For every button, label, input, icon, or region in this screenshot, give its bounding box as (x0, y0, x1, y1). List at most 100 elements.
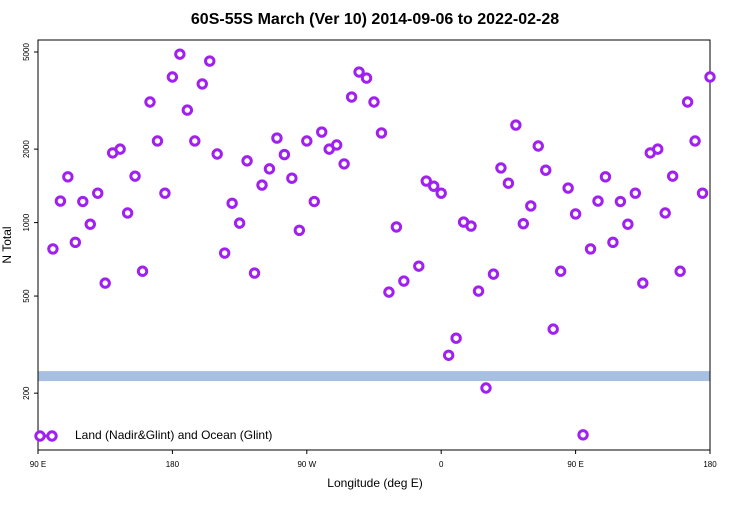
point (271, 132, 283, 144)
point (674, 265, 686, 277)
point (607, 236, 619, 249)
point (629, 187, 642, 199)
y-tick-label: 2000 (22, 140, 31, 158)
point (435, 187, 447, 199)
x-tick-label: 180 (703, 460, 717, 469)
point (398, 275, 410, 287)
point (233, 217, 246, 229)
point (510, 119, 522, 131)
point (62, 171, 74, 183)
point (428, 180, 440, 192)
point (659, 207, 671, 219)
point (495, 162, 507, 174)
point (442, 349, 455, 361)
point (301, 135, 313, 147)
point (54, 195, 67, 207)
point (622, 218, 634, 230)
point (174, 48, 186, 60)
point (614, 195, 627, 208)
point (562, 182, 574, 194)
point (472, 285, 485, 297)
point (263, 163, 276, 175)
point (330, 139, 343, 151)
point (547, 323, 559, 335)
point (99, 277, 111, 289)
point (248, 267, 261, 279)
point (345, 91, 358, 103)
point (241, 155, 253, 167)
point (278, 148, 291, 161)
x-tick-label: 90 E (567, 460, 583, 469)
point (637, 277, 649, 289)
point (599, 171, 612, 183)
x-tick-label: 180 (166, 460, 180, 469)
point (316, 126, 328, 138)
x-axis-label: Longitude (deg E) (327, 476, 422, 490)
point (69, 236, 82, 249)
point (136, 265, 149, 277)
band (38, 371, 710, 382)
x-tick-label: 90 W (297, 460, 316, 469)
legend-marker (34, 430, 46, 442)
point (517, 217, 530, 230)
x-tick-label: 90 E (30, 460, 46, 469)
point (689, 135, 701, 147)
point (704, 71, 716, 83)
legend-label: Land (Nadir&Glint) and Ocean (Glint) (75, 428, 272, 442)
point (338, 158, 350, 170)
plot-frame (37, 39, 711, 451)
point (420, 175, 432, 187)
point (77, 195, 89, 208)
point (166, 71, 179, 83)
point (181, 104, 194, 116)
point (360, 72, 373, 84)
point (696, 187, 709, 199)
point (525, 200, 537, 212)
legend-marker (46, 430, 58, 442)
point (390, 221, 403, 233)
chart-title: 60S-55S March (Ver 10) 2014-09-06 to 202… (191, 11, 559, 28)
point (226, 197, 238, 209)
point (375, 127, 388, 139)
point (487, 268, 500, 280)
point (151, 135, 164, 147)
point (480, 382, 492, 394)
y-tick-label: 5000 (22, 43, 31, 61)
point (465, 220, 477, 232)
point (196, 78, 208, 90)
point (84, 218, 96, 230)
point (532, 140, 544, 152)
point (353, 66, 365, 78)
point (569, 208, 582, 220)
point (189, 135, 201, 147)
point (666, 170, 679, 182)
point (584, 243, 597, 255)
point (286, 172, 298, 184)
point (652, 143, 664, 155)
point (121, 207, 134, 219)
point (450, 332, 462, 344)
y-tick-label: 500 (22, 289, 31, 303)
x-tick-label: 0 (439, 460, 444, 469)
point (554, 265, 567, 277)
point (308, 195, 320, 208)
y-tick-label: 200 (22, 386, 31, 400)
point (413, 260, 425, 272)
point (577, 429, 589, 441)
point (92, 187, 104, 199)
point (681, 96, 694, 108)
point (502, 177, 515, 189)
point (114, 143, 126, 155)
point (383, 286, 395, 298)
point (540, 164, 552, 176)
point (159, 187, 171, 199)
point (129, 170, 141, 182)
point (256, 179, 268, 191)
point (368, 96, 380, 108)
y-axis-label: N Total (0, 226, 14, 263)
point (218, 247, 231, 259)
point (592, 195, 604, 207)
point (204, 55, 216, 67)
point (293, 224, 306, 236)
